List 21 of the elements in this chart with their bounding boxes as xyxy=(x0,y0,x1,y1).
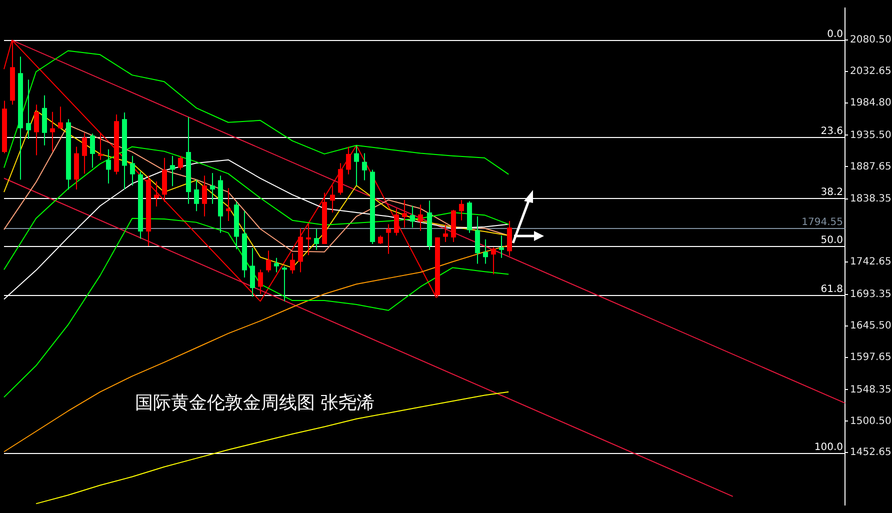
annotation: 0.0 xyxy=(827,29,843,40)
y-tick-label: 1935.50 xyxy=(850,130,892,141)
ref-line-label: 1794.55 xyxy=(802,217,843,228)
y-tick-label: 1838.35 xyxy=(850,194,892,205)
annotation: 100.0 xyxy=(814,442,843,454)
y-tick-label: 1597.65 xyxy=(850,352,892,363)
y-tick-label: 2032.65 xyxy=(850,66,892,77)
annotation: 61.8 xyxy=(820,284,843,296)
y-tick-label: 1500.50 xyxy=(850,416,892,427)
y-tick-label: 1452.65 xyxy=(850,447,892,458)
y-tick-label: 2080.50 xyxy=(850,34,892,46)
annotation: 50.0 xyxy=(820,235,843,246)
y-tick-label: 1548.35 xyxy=(850,384,892,396)
y-tick-label: 1887.65 xyxy=(850,161,892,172)
annotation: 38.2 xyxy=(820,187,843,198)
y-tick-label: 1693.35 xyxy=(850,288,892,300)
y-tick-label: 1645.50 xyxy=(850,320,892,332)
y-tick-label: 1984.80 xyxy=(850,97,892,108)
y-tick-label: 1742.65 xyxy=(850,256,892,268)
annotation: 23.6 xyxy=(820,126,843,138)
annotation: 国际黄金伦敦金周线图 张尧浠 xyxy=(135,392,375,414)
